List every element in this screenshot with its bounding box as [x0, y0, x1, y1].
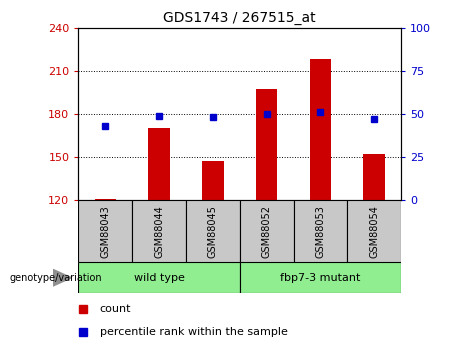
Bar [148, 128, 170, 200]
Bar [132, 200, 186, 262]
Text: GSM88043: GSM88043 [100, 205, 110, 257]
Text: GSM88053: GSM88053 [315, 205, 325, 258]
Text: genotype/variation: genotype/variation [9, 273, 102, 283]
Bar [310, 59, 331, 200]
Text: GSM88052: GSM88052 [261, 205, 272, 258]
Bar [240, 262, 401, 293]
Polygon shape [53, 269, 71, 286]
Bar [186, 200, 240, 262]
Bar [95, 199, 116, 200]
Bar [78, 200, 132, 262]
Bar [202, 161, 224, 200]
Bar [294, 200, 347, 262]
Title: GDS1743 / 267515_at: GDS1743 / 267515_at [163, 11, 316, 25]
Text: GSM88045: GSM88045 [208, 205, 218, 258]
Bar [363, 154, 385, 200]
Bar [78, 262, 240, 293]
Bar [256, 89, 278, 200]
Bar [240, 200, 294, 262]
Text: count: count [100, 304, 131, 314]
Text: percentile rank within the sample: percentile rank within the sample [100, 327, 288, 337]
Text: wild type: wild type [134, 273, 184, 283]
Text: GSM88044: GSM88044 [154, 205, 164, 257]
Text: GSM88054: GSM88054 [369, 205, 379, 258]
Bar [347, 200, 401, 262]
Text: fbp7-3 mutant: fbp7-3 mutant [280, 273, 361, 283]
